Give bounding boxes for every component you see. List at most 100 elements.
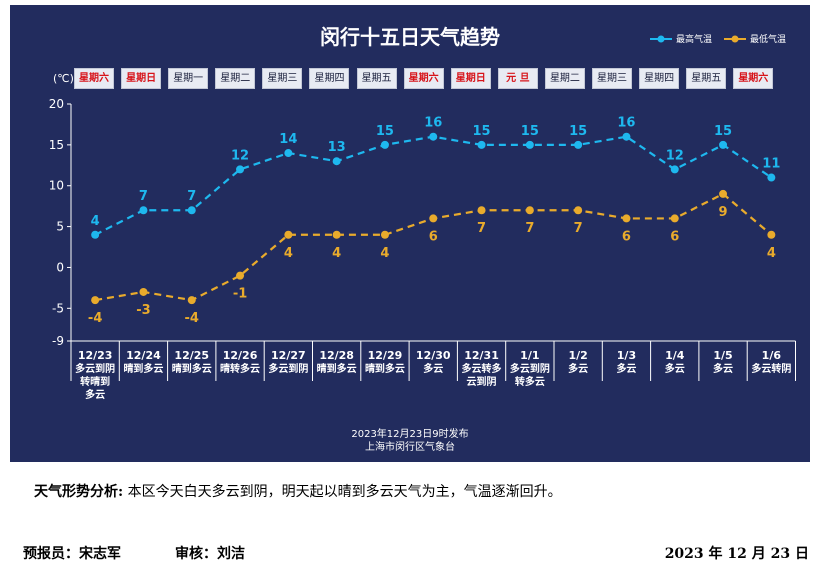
low-temp-point xyxy=(284,231,292,239)
high-temp-label: 7 xyxy=(139,189,148,204)
x-weather-label: 多云 xyxy=(713,362,733,375)
high-temp-label: 4 xyxy=(91,214,100,229)
high-temp-point xyxy=(333,157,341,165)
low-temp-point xyxy=(91,296,99,304)
y-tick-label: 10 xyxy=(49,179,64,193)
x-date-label: 12/30 xyxy=(416,349,451,362)
forecaster: 预报员：宋志军 xyxy=(23,543,121,563)
x-weather-label: 晴到多云 xyxy=(123,362,163,375)
x-weather-label: 多云 xyxy=(568,362,588,375)
day-box: 星期六 xyxy=(733,68,773,89)
low-temp-point xyxy=(671,214,679,222)
y-tick-label: -9 xyxy=(52,334,64,348)
low-temp-label: -4 xyxy=(88,311,102,326)
x-weather-label: 晴到多云 xyxy=(172,362,212,375)
low-temp-label: 7 xyxy=(574,221,583,236)
legend-high-label: 最高气温 xyxy=(676,32,712,45)
reviewer: 审核：刘洁 xyxy=(175,543,245,563)
high-temp-label: 15 xyxy=(473,124,491,139)
high-temp-point xyxy=(236,165,244,173)
low-temp-point xyxy=(381,231,389,239)
x-date-label: 12/27 xyxy=(271,349,306,362)
low-temp-point xyxy=(574,206,582,214)
x-weather-label: 晴到多云 xyxy=(317,362,357,375)
high-temp-point xyxy=(574,141,582,149)
publisher: 上海市闵行区气象台 xyxy=(10,441,810,454)
x-weather-label: 多云到阴 xyxy=(268,362,308,375)
high-temp-label: 11 xyxy=(762,157,780,172)
x-date-label: 12/28 xyxy=(319,349,354,362)
x-weather-label: 多云 xyxy=(85,388,105,401)
day-box: 元 旦 xyxy=(498,68,538,89)
low-temp-point xyxy=(478,206,486,214)
x-weather-label: 多云到阴 xyxy=(510,362,550,375)
low-temp-label: 4 xyxy=(332,246,341,261)
low-temp-label: 4 xyxy=(767,246,776,261)
analysis-text: 本区今天白天多云到阴，明天起以晴到多云天气为主，气温逐渐回升。 xyxy=(128,484,562,500)
day-box: 星期日 xyxy=(121,68,161,89)
low-temp-point xyxy=(236,272,244,280)
x-weather-label: 晴到多云 xyxy=(365,362,405,375)
high-temp-point xyxy=(478,141,486,149)
low-temp-point xyxy=(429,214,437,222)
publish-time: 2023年12月23日9时发布 xyxy=(10,428,810,441)
high-temp-label: 7 xyxy=(187,189,196,204)
day-box: 星期五 xyxy=(686,68,726,89)
low-temp-label: 6 xyxy=(622,229,631,244)
legend-high-marker xyxy=(650,34,672,44)
high-temp-point xyxy=(188,206,196,214)
low-temp-label: 7 xyxy=(477,221,486,236)
high-temp-label: 15 xyxy=(376,124,394,139)
x-weather-label: 多云到阴 xyxy=(75,362,115,375)
high-temp-label: 15 xyxy=(569,124,587,139)
y-tick-label: 0 xyxy=(56,260,64,274)
x-weather-label: 晴转多云 xyxy=(220,362,260,375)
x-date-label: 12/29 xyxy=(368,349,403,362)
low-temp-label: 6 xyxy=(670,229,679,244)
chart-panel: -9 -5 0 5 10 15 20 12/23 多云到阴 转晴到 多云 12/24 晴到多云 12/25… xyxy=(10,5,810,462)
legend-low-label: 最低气温 xyxy=(750,32,786,45)
high-temp-label: 14 xyxy=(279,132,297,147)
x-weather-label: 转晴到 xyxy=(80,375,110,388)
x-weather-label: 多云转阴 xyxy=(751,362,791,375)
high-temp-label: 13 xyxy=(328,140,346,155)
low-temp-point xyxy=(139,288,147,296)
analysis-label: 天气形势分析: xyxy=(34,484,123,500)
low-temp-label: -4 xyxy=(185,311,199,326)
day-box: 星期三 xyxy=(262,68,302,89)
low-temp-point xyxy=(333,231,341,239)
low-temp-label: -1 xyxy=(233,287,247,302)
x-weather-label: 多云 xyxy=(616,362,636,375)
x-date-label: 1/1 xyxy=(520,349,539,362)
high-temp-point xyxy=(719,141,727,149)
y-tick-label: -5 xyxy=(52,301,64,315)
high-temp-point xyxy=(91,231,99,239)
legend-low[interactable]: 最低气温 xyxy=(724,32,786,45)
y-axis-unit: (℃) xyxy=(53,72,74,85)
x-weather-label: 多云转多 xyxy=(462,362,502,375)
legend-high[interactable]: 最高气温 xyxy=(650,32,712,45)
low-temp-label: 4 xyxy=(380,246,389,261)
x-date-label: 1/3 xyxy=(617,349,636,362)
day-box: 星期三 xyxy=(592,68,632,89)
x-weather-label: 转多云 xyxy=(515,375,545,388)
high-temp-point xyxy=(526,141,534,149)
x-date-label: 12/26 xyxy=(223,349,258,362)
x-date-label: 1/4 xyxy=(665,349,685,362)
day-box: 星期五 xyxy=(357,68,397,89)
low-temp-label: 9 xyxy=(719,205,728,220)
day-box: 星期二 xyxy=(545,68,585,89)
low-temp-label: -3 xyxy=(136,303,150,318)
low-temp-point xyxy=(188,296,196,304)
high-temp-point xyxy=(284,149,292,157)
day-box: 星期四 xyxy=(309,68,349,89)
high-temp-point xyxy=(622,133,630,141)
high-temp-label: 15 xyxy=(714,124,732,139)
y-tick-label: 20 xyxy=(49,97,64,111)
high-temp-label: 15 xyxy=(521,124,539,139)
day-box: 星期一 xyxy=(168,68,208,89)
weather-analysis: 天气形势分析: 本区今天白天多云到阴，明天起以晴到多云天气为主，气温逐渐回升。 xyxy=(34,481,562,501)
low-temp-point xyxy=(622,214,630,222)
day-box: 星期六 xyxy=(74,68,114,89)
x-date-label: 1/2 xyxy=(568,349,587,362)
